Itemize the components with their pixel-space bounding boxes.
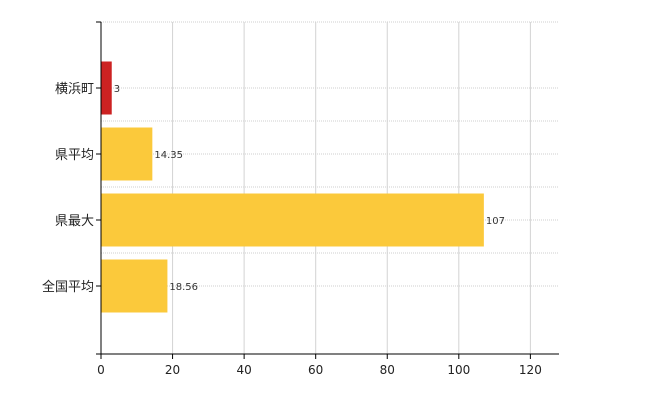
data-label: 14.35	[154, 150, 183, 161]
x-tick-label: 100	[447, 363, 470, 377]
x-tick-label: 80	[380, 363, 395, 377]
data-label: 18.56	[169, 282, 198, 293]
bar	[101, 193, 484, 247]
category-label: 横浜町	[55, 82, 94, 97]
x-tick-label: 0	[97, 363, 105, 377]
category-label: 全国平均	[42, 279, 94, 295]
x-tick-label: 20	[165, 363, 180, 377]
bar	[101, 127, 153, 181]
category-label: 県最大	[55, 214, 94, 229]
x-tick-label: 60	[308, 363, 323, 377]
x-tick-label: 40	[236, 363, 251, 377]
bar	[101, 61, 112, 115]
data-label: 3	[114, 84, 120, 95]
x-tick-label: 120	[519, 363, 542, 377]
chart-bars	[101, 61, 484, 313]
bar	[101, 259, 168, 313]
chart-grid	[101, 21, 559, 354]
data-label: 107	[486, 216, 505, 227]
chart-axes	[96, 21, 559, 359]
category-label: 県平均	[55, 148, 94, 163]
